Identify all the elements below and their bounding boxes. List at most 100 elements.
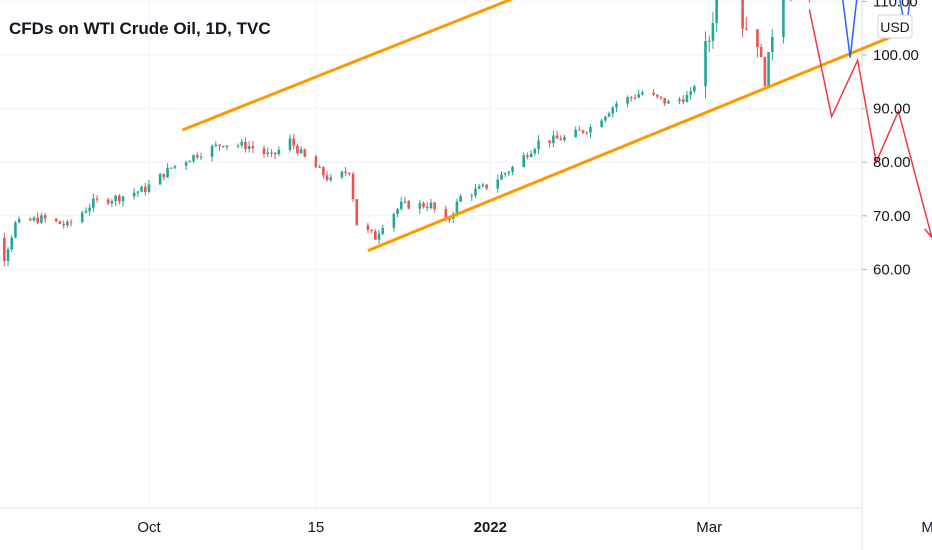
candle-body [481,184,485,187]
candle-body [503,173,507,175]
candle-body [470,195,474,197]
candle-body [110,201,114,204]
candle-body [559,138,563,141]
candle-body [745,28,748,30]
candle-body [192,155,195,162]
candle-body [763,57,767,86]
candle-body [162,173,166,178]
candle-body [288,138,292,150]
candle-body [140,186,143,192]
bear-projection-path [808,9,932,238]
candle-body [633,97,637,99]
candle-body [273,152,277,155]
candle-body [767,52,770,86]
candle-body [266,152,270,154]
candle-body [17,218,21,223]
grid [0,0,862,508]
candle-body [351,173,355,200]
x-tick-label: 2022 [474,519,507,536]
candle-body [121,196,125,202]
candle-body [392,213,396,228]
candle-body [615,103,618,108]
candle-body [741,0,744,29]
candle-body [526,155,529,158]
y-tick-label: 110.00 [873,0,918,10]
candle-body [95,198,99,200]
candles [3,0,810,267]
candle-body [607,113,611,117]
candle-body [14,222,17,238]
candle-body [244,141,247,149]
candle-body [158,173,162,185]
candle-body [759,47,763,58]
candle-body [199,156,203,158]
x-tick-label: 15 [308,519,325,536]
candle-body [641,92,644,95]
candle-body [143,186,147,192]
time-axis[interactable]: Oct 15 2022 Mar May [137,519,932,536]
candle-body [663,97,666,104]
candle-body [325,175,329,180]
candle-body [40,215,43,223]
currency-label: USD [880,19,910,35]
candle-body [184,162,188,166]
candle-body [533,149,537,154]
candle-body [344,171,347,174]
candle-body [225,145,229,148]
candle-body [322,167,325,176]
candle-body [62,223,65,226]
candle-body [329,177,333,180]
candle-body [251,146,255,149]
candle-body [262,148,266,154]
candle-body [169,167,173,169]
candle-body [589,127,592,133]
candle-body [247,146,251,149]
candle-body [448,218,451,220]
channel-upper-line [181,0,514,132]
candle-body [188,161,192,163]
candle-body [136,191,140,193]
candle-body [84,211,88,213]
candle-body [277,149,281,155]
candle-body [92,198,95,208]
candle-body [685,94,689,103]
channel-lower-line [367,29,907,253]
candle-body [507,171,511,174]
candle-body [132,192,136,197]
candle-body [637,94,641,98]
candle-body [548,140,551,144]
candle-body [500,174,503,180]
candle-body [214,144,218,146]
y-tick-label: 100.00 [873,47,919,64]
candle-body [496,179,500,189]
candle-body [348,173,351,175]
candle-body [303,149,307,157]
candle-body [10,237,14,250]
candle-body [626,97,629,104]
candle-body [147,184,151,192]
candle-body [318,167,321,169]
candle-body [693,86,696,92]
chart-title: CFDs on WTI Crude Oil, 1D, TVC [9,19,271,38]
candle-body [715,0,718,24]
candle-body [578,129,581,131]
candle-body [555,135,559,139]
candle-body [689,91,692,95]
candle-body [366,225,370,230]
candle-body [529,153,533,158]
candle-body [425,207,429,209]
currency-badge[interactable]: USD [877,14,913,39]
candle-body [655,94,659,97]
candle-body [3,237,6,261]
x-tick-label: Mar [696,519,722,536]
candle-body [782,0,785,37]
y-tick-label: 60.00 [873,261,911,278]
candle-body [611,107,615,114]
candle-body [396,208,399,214]
y-tick-label: 80.00 [873,154,911,171]
candle-body [32,217,36,221]
candle-body [652,92,655,95]
candle-body [585,132,589,134]
price-axis[interactable]: 150.00140.00130.00120.00110.00100.0090.0… [862,0,919,278]
